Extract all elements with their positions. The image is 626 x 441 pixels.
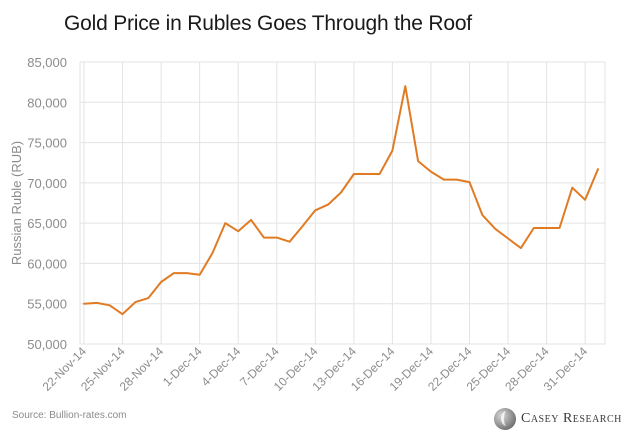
source-note: Source: Bullion-rates.com [12, 410, 127, 421]
data-point [276, 237, 278, 239]
grid-lines [79, 61, 606, 345]
data-point [96, 302, 98, 304]
x-tick-label: 1-Dec-14 [160, 344, 205, 389]
series-line [83, 85, 599, 316]
y-tick-label: 80,000 [27, 95, 67, 110]
data-point [443, 179, 445, 181]
data-point [379, 173, 381, 175]
data-point [584, 199, 586, 201]
data-point [340, 192, 342, 194]
casey-research-logo: Casey Research [494, 406, 622, 432]
data-point [353, 173, 355, 175]
data-point [571, 187, 573, 189]
y-tick-label: 65,000 [27, 216, 67, 231]
data-point [109, 304, 111, 306]
y-tick-label: 60,000 [27, 256, 67, 271]
logo-text: Casey Research [521, 411, 622, 426]
x-axis-ticks: 22-Nov-1425-Nov-1428-Nov-141-Dec-144-Dec… [40, 344, 591, 394]
data-point [469, 181, 471, 183]
data-point [597, 168, 599, 170]
y-axis-label: Russian Ruble (RUB) [9, 141, 24, 265]
data-point [301, 225, 303, 227]
data-point [186, 272, 188, 274]
casey-research-logo-icon [494, 408, 516, 430]
data-point [250, 219, 252, 221]
y-tick-label: 75,000 [27, 136, 67, 151]
data-point [327, 204, 329, 206]
data-point [507, 237, 509, 239]
y-tick-label: 55,000 [27, 297, 67, 312]
data-point [546, 227, 548, 229]
data-point [147, 297, 149, 299]
data-point [212, 252, 214, 254]
y-tick-label: 70,000 [27, 176, 67, 191]
data-point [391, 150, 393, 152]
chart-title: Gold Price in Rubles Goes Through the Ro… [64, 12, 472, 35]
y-tick-label: 85,000 [27, 55, 67, 70]
data-point [314, 209, 316, 211]
data-point [160, 281, 162, 283]
data-point [430, 171, 432, 173]
data-point [237, 230, 239, 232]
data-point [417, 160, 419, 162]
data-point [494, 228, 496, 230]
data-point [404, 85, 406, 87]
series-layer [83, 85, 599, 316]
data-point [199, 274, 201, 276]
data-point [520, 247, 522, 249]
data-point [533, 227, 535, 229]
data-point [122, 313, 124, 315]
data-point [83, 303, 85, 305]
data-point [224, 222, 226, 224]
data-point [263, 237, 265, 239]
y-tick-label: 50,000 [27, 337, 67, 352]
plot-frame [79, 61, 606, 345]
data-point [481, 214, 483, 216]
data-point [456, 179, 458, 181]
data-point [134, 301, 136, 303]
data-point [366, 173, 368, 175]
data-point [289, 241, 291, 243]
y-axis-ticks: 50,000 55,000 60,000 65,000 70,000 75,000 80,0… [27, 55, 67, 352]
x-tick-label: 4-Dec-14 [199, 344, 244, 389]
data-point [173, 272, 175, 274]
data-point [558, 227, 560, 229]
